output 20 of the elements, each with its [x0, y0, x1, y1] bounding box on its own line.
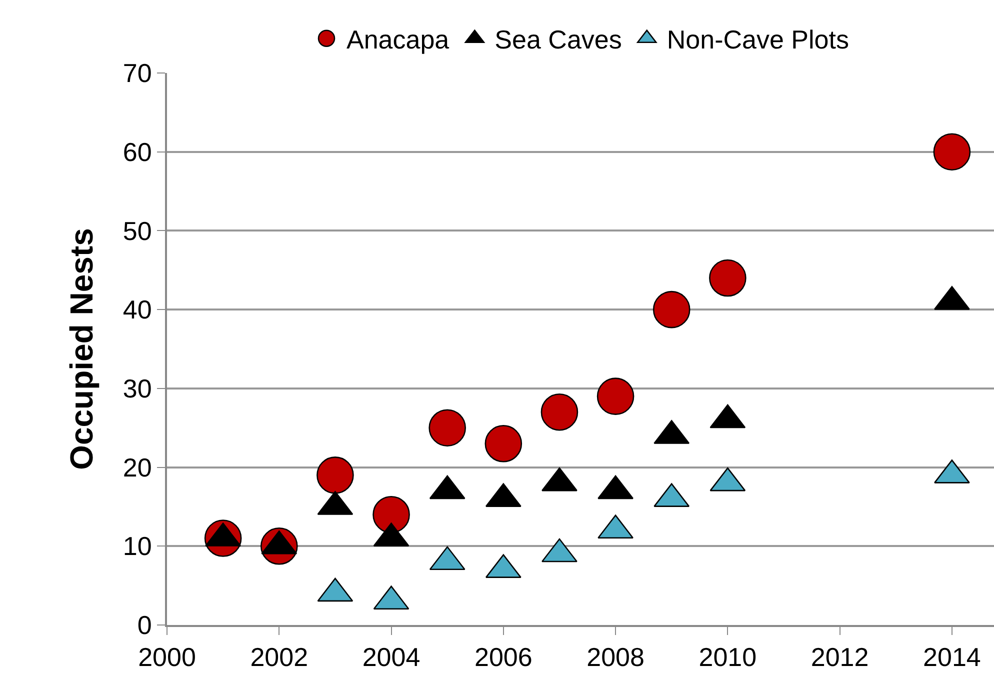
y-tick-label: 40	[122, 294, 152, 325]
x-tick-label: 2000	[138, 642, 196, 672]
legend-label: Sea Caves	[494, 24, 622, 54]
x-tick-label: 2004	[362, 642, 420, 672]
y-tick-label: 20	[122, 452, 152, 482]
x-tick-label: 2002	[250, 642, 308, 672]
y-axis-title: Occupied Nests	[64, 228, 100, 470]
y-tick-label: 30	[122, 374, 152, 404]
x-tick-label: 2014	[923, 642, 981, 672]
y-tick-label: 70	[122, 58, 152, 88]
x-tick-label: 2008	[586, 642, 644, 672]
y-tick-label: 50	[122, 216, 152, 246]
x-tick-label: 2012	[810, 642, 869, 672]
y-tick-label: 60	[122, 136, 152, 167]
y-tick-label: 0	[137, 610, 152, 640]
x-tick-label: 2006	[474, 642, 532, 672]
y-tick-label: 10	[122, 531, 152, 562]
x-tick-label: 2010	[698, 642, 757, 672]
legend-label: Non-Cave Plots	[666, 24, 849, 54]
legend-label: Anacapa	[346, 24, 450, 54]
